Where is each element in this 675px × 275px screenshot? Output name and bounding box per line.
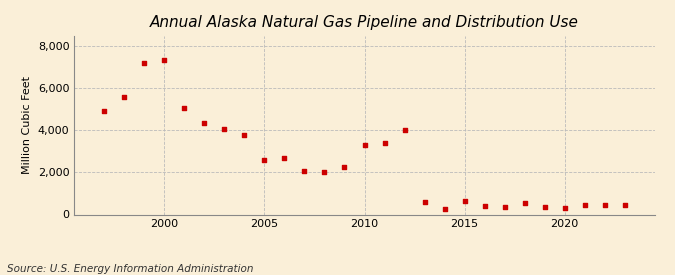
Point <box>419 200 430 205</box>
Point <box>259 158 270 163</box>
Point <box>620 203 630 208</box>
Point <box>359 143 370 147</box>
Point <box>560 206 570 210</box>
Point <box>479 204 490 208</box>
Point <box>159 58 169 62</box>
Point <box>459 199 470 204</box>
Point <box>399 128 410 133</box>
Point <box>519 201 530 205</box>
Point <box>279 156 290 160</box>
Point <box>579 203 590 207</box>
Point <box>179 106 190 111</box>
Point <box>199 121 210 125</box>
Text: Source: U.S. Energy Information Administration: Source: U.S. Energy Information Administ… <box>7 264 253 274</box>
Point <box>299 169 310 174</box>
Point <box>500 205 510 209</box>
Point <box>219 127 230 131</box>
Point <box>599 203 610 207</box>
Point <box>439 207 450 211</box>
Point <box>379 141 390 146</box>
Point <box>319 170 330 174</box>
Point <box>119 95 130 99</box>
Point <box>239 132 250 137</box>
Point <box>539 205 550 209</box>
Point <box>99 109 109 114</box>
Title: Annual Alaska Natural Gas Pipeline and Distribution Use: Annual Alaska Natural Gas Pipeline and D… <box>150 15 579 31</box>
Point <box>339 165 350 169</box>
Y-axis label: Million Cubic Feet: Million Cubic Feet <box>22 76 32 174</box>
Point <box>139 61 150 65</box>
